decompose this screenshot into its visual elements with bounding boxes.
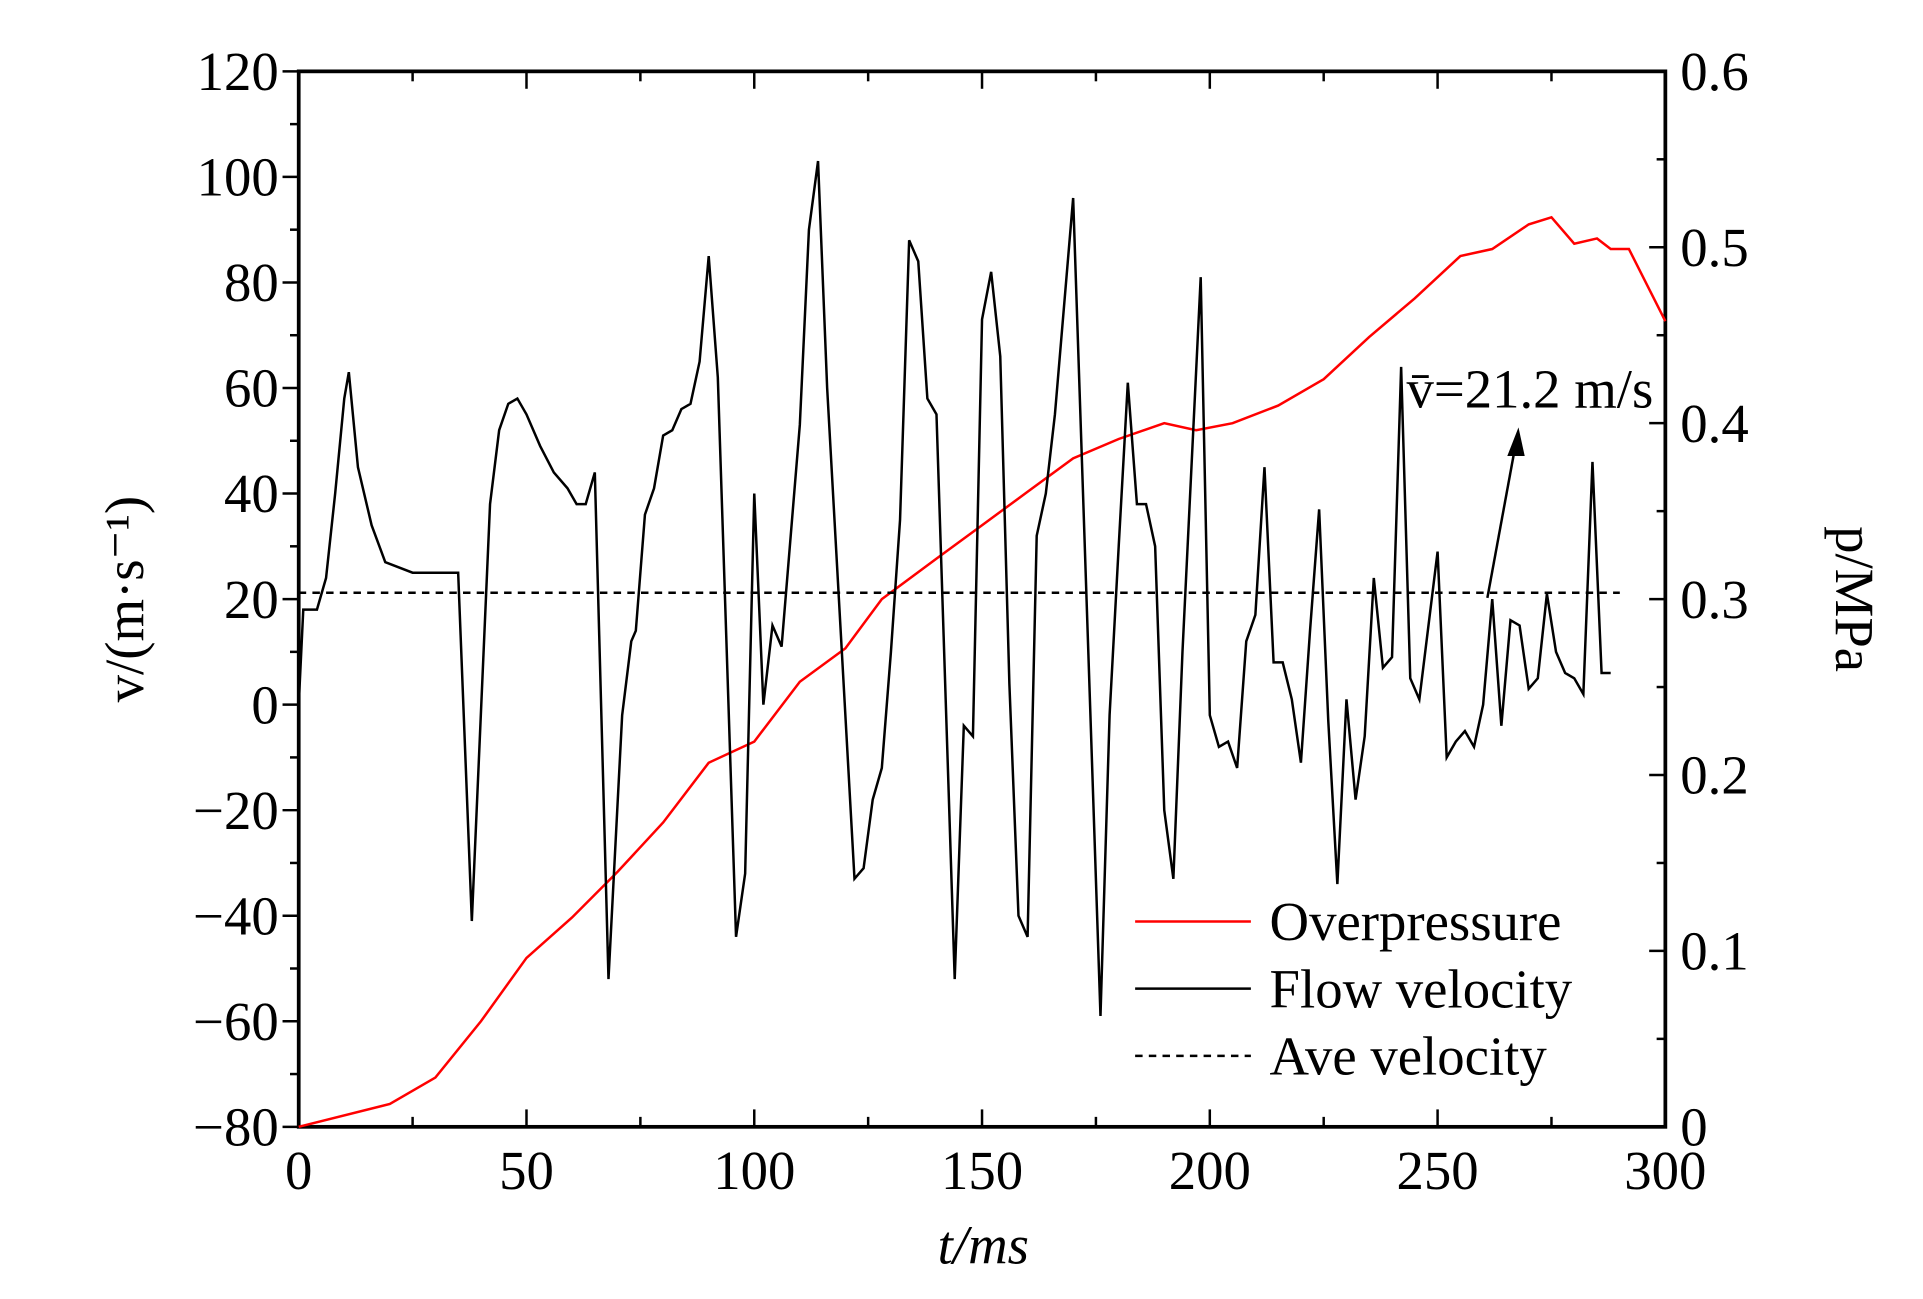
x-tick-label: 250: [1397, 1140, 1479, 1201]
y-tick-label: 20: [224, 569, 279, 630]
y-tick-label: −80: [193, 1096, 279, 1157]
x-tick-label: 200: [1169, 1140, 1251, 1201]
annotation-arrow: [1486, 442, 1518, 599]
y-tick-label: 120: [197, 41, 279, 102]
y2-axis-label: p/MPa: [1824, 526, 1885, 672]
y-tick-label: 40: [224, 463, 279, 524]
legend-label: Flow velocity: [1270, 958, 1573, 1019]
y-tick-label: −60: [193, 991, 279, 1052]
x-axis-label: t/ms: [938, 1215, 1029, 1276]
y2-tick-label: 0: [1680, 1096, 1707, 1157]
legend-label: Overpressure: [1270, 891, 1562, 952]
y2-tick-label: 0.2: [1680, 745, 1748, 806]
y2-tick-label: 0.5: [1680, 217, 1748, 278]
y-axis-label: v/(m·s⁻¹): [94, 496, 155, 703]
arrow-head: [1507, 427, 1525, 456]
y-tick-label: 60: [224, 358, 279, 419]
y2-tick-label: 0.1: [1680, 921, 1748, 982]
y-tick-label: −40: [193, 885, 279, 946]
x-tick-label: 100: [713, 1140, 795, 1201]
x-tick-label: 0: [285, 1140, 312, 1201]
y2-tick-label: 0.4: [1680, 393, 1748, 454]
series-line: [298, 215, 1667, 1129]
y2-tick-label: 0.6: [1680, 41, 1748, 102]
legend-label: Ave velocity: [1270, 1026, 1548, 1087]
x-tick-label: 50: [499, 1140, 554, 1201]
series-line: [297, 160, 1611, 1017]
y-tick-label: 100: [197, 147, 279, 208]
annotation: v̄=21.2 m/s: [1406, 358, 1653, 419]
y-tick-label: −20: [193, 780, 279, 841]
y-tick-label: 80: [224, 252, 279, 313]
y-tick-label: 0: [251, 674, 278, 735]
y2-tick-label: 0.3: [1680, 569, 1748, 630]
x-tick-label: 150: [941, 1140, 1023, 1201]
x-tick-label: 300: [1624, 1140, 1706, 1201]
